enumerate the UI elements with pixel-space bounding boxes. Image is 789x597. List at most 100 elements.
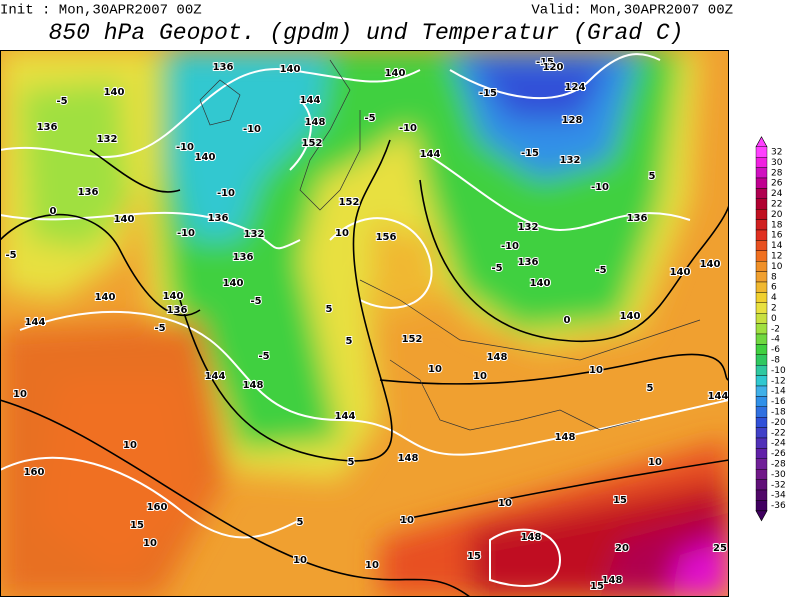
- contour-label: 10: [498, 498, 512, 509]
- color-swatch: [755, 271, 768, 283]
- colorbar-label: -36: [771, 501, 786, 511]
- contour-label: 15: [467, 551, 481, 562]
- contour-label: 156: [376, 232, 397, 243]
- colorbar-label: -18: [771, 408, 786, 418]
- contour-label: -10: [591, 182, 609, 193]
- contour-label: 140: [385, 68, 406, 79]
- colorbar-label: 4: [771, 293, 777, 303]
- contour-label: 0: [50, 206, 57, 217]
- color-swatch: [755, 156, 768, 168]
- contour-label: 0: [564, 315, 571, 326]
- colorbar-label: 0: [771, 314, 777, 324]
- color-swatch: [755, 375, 768, 387]
- contour-label: 140: [104, 87, 125, 98]
- contour-label: 10: [473, 371, 487, 382]
- color-swatch: [755, 177, 768, 189]
- colorbar-label: 10: [771, 262, 783, 272]
- contour-label: -15: [521, 148, 539, 159]
- colorbar-label: 18: [771, 220, 783, 230]
- contour-label: 148: [521, 532, 542, 543]
- contour-label: 10: [123, 440, 137, 451]
- colorbar-label: 32: [771, 148, 782, 158]
- color-swatch: [755, 281, 768, 293]
- contour-labels: 136 140 140-15120124-15-5140136132-10140-1…: [4, 56, 729, 593]
- color-swatch: [755, 333, 768, 345]
- coastlines: [199, 59, 701, 431]
- temperature-contours: [0, 139, 729, 597]
- contour-label: 15: [590, 581, 604, 592]
- colorbar-label: -10: [771, 366, 786, 376]
- colorbar-label: -4: [771, 335, 780, 345]
- contour-label: 10: [589, 365, 603, 376]
- contour-label: 152: [402, 334, 423, 345]
- contour-label: 148: [602, 575, 623, 586]
- color-swatch: [755, 417, 768, 428]
- contour-label: 132: [560, 155, 581, 166]
- contour-label: 152: [302, 138, 323, 149]
- color-swatch: [755, 240, 768, 251]
- contour-label: 144: [335, 411, 356, 422]
- colorbar-label: -26: [771, 449, 786, 459]
- contour-label: 144: [300, 95, 321, 106]
- contour-label: 10: [13, 389, 27, 400]
- colorbar-label: -16: [771, 397, 786, 407]
- colorbar-label: 26: [771, 179, 783, 189]
- color-swatch: [755, 198, 768, 210]
- contour-label: 10: [335, 228, 349, 239]
- contour-label: 148: [487, 352, 508, 363]
- contour-label: 25: [713, 543, 727, 554]
- contour-label: 10: [143, 538, 157, 549]
- contour-label: -5: [364, 113, 375, 124]
- contour-label: 5: [346, 336, 353, 347]
- colorbar-label: -2: [771, 324, 780, 334]
- color-swatch: [755, 167, 768, 179]
- color-swatch: [755, 469, 768, 480]
- color-swatch: [755, 323, 768, 335]
- colorbar-label: -30: [771, 470, 786, 480]
- color-swatch: [755, 313, 768, 324]
- contour-label: 136: [37, 122, 58, 133]
- colorbar-label: 22: [771, 200, 782, 210]
- contour-label: -15: [536, 57, 554, 68]
- contour-label: -5: [56, 96, 67, 107]
- contour-label: 15: [613, 495, 627, 506]
- contour-label: -5: [5, 250, 16, 261]
- contour-label: 140: [223, 278, 244, 289]
- contour-label: -5: [491, 263, 502, 274]
- colorbar-label: 8: [771, 272, 777, 282]
- color-swatch: [755, 427, 768, 439]
- colorbar-label: 24: [771, 189, 783, 199]
- contour-label: 148: [243, 380, 264, 391]
- contour-label: 5: [649, 171, 656, 182]
- contour-label: -10: [399, 123, 417, 134]
- contour-label: 136: [233, 252, 254, 263]
- color-swatch: [755, 302, 768, 314]
- color-swatch: [755, 489, 768, 501]
- contour-label: -15: [479, 88, 497, 99]
- color-swatch: [755, 344, 768, 355]
- contour-label: 132: [244, 229, 265, 240]
- colorbar-label: 2: [771, 304, 777, 314]
- valid-time: Valid: Mon,30APR2007 00Z: [531, 3, 733, 19]
- contour-label: -10: [501, 241, 519, 252]
- contour-label: -5: [250, 296, 261, 307]
- temperature-field: [0, 50, 729, 597]
- contour-label: 140: [530, 278, 551, 289]
- contour-label: 140: [700, 259, 721, 270]
- contour-label: 136: [627, 213, 648, 224]
- color-swatch: [755, 219, 768, 231]
- colorbar-label: 28: [771, 168, 783, 178]
- color-swatch: [755, 188, 768, 199]
- color-swatch: [755, 229, 768, 241]
- contour-label: -10: [243, 124, 261, 135]
- contour-label: 10: [648, 457, 662, 468]
- colorbar-label: -34: [771, 491, 786, 501]
- color-swatch: [755, 458, 768, 470]
- contour-label: 148: [305, 117, 326, 128]
- contour-label: 136: [167, 305, 188, 316]
- contour-label: -10: [217, 188, 235, 199]
- contour-label: 5: [326, 304, 333, 315]
- colorbar-label: 16: [771, 231, 783, 241]
- contour-label: 128: [562, 115, 583, 126]
- contour-label: 140: [620, 311, 641, 322]
